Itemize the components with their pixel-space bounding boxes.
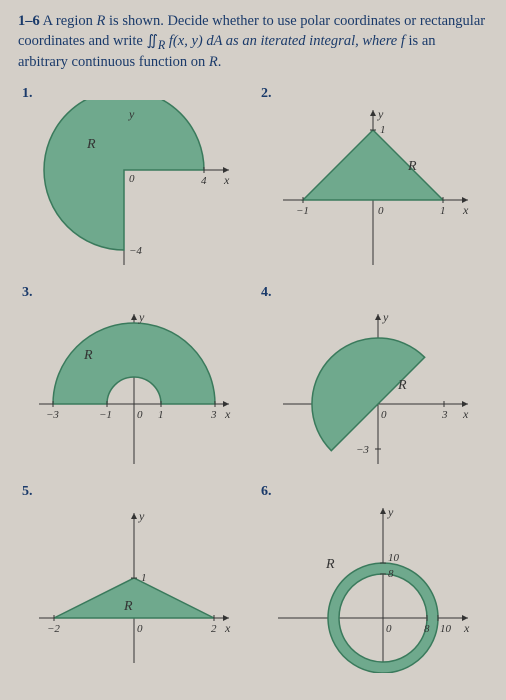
- t5y: 1: [141, 572, 147, 584]
- t6o: 0: [386, 623, 392, 635]
- range: 1–6: [18, 13, 40, 29]
- t6y2: 10: [388, 552, 400, 564]
- R-label-5: R: [123, 599, 133, 614]
- plot-6: R 0 8 10 8 10 x y: [268, 498, 478, 673]
- header-t5: .: [218, 54, 222, 70]
- t5o: 0: [137, 623, 143, 635]
- t6x2: 10: [440, 623, 452, 635]
- page: 1–6 A region R is shown. Decide whether …: [0, 0, 506, 700]
- origin-1: 0: [129, 173, 135, 185]
- pnum-5: 5.: [22, 484, 33, 500]
- header-t1: A region: [43, 13, 97, 29]
- ylabel-5: y: [138, 509, 145, 523]
- t3d: 3: [210, 409, 217, 421]
- problem-header: 1–6 A region R is shown. Decide whether …: [18, 12, 488, 72]
- header-R2: R: [209, 54, 218, 70]
- t6y1: 8: [388, 568, 394, 580]
- t6x1: 8: [424, 623, 430, 635]
- plot-4: R 0 3 −3 x y: [268, 299, 478, 474]
- t3c: 1: [158, 409, 164, 421]
- ylabel-2: y: [377, 107, 384, 121]
- R-label-3: R: [83, 348, 93, 363]
- pnum-3: 3.: [22, 285, 33, 301]
- R-label-1: R: [86, 137, 96, 152]
- t5a: −2: [47, 623, 60, 635]
- xlabel-2: x: [462, 203, 469, 217]
- xlabel-6: x: [463, 621, 470, 635]
- pnum-6: 6.: [261, 484, 272, 500]
- pnum-2: 2.: [261, 86, 272, 102]
- t4o: 0: [381, 409, 387, 421]
- ticky-1: −4: [129, 245, 142, 257]
- xlabel-3: x: [224, 407, 231, 421]
- cell-3: 3. R −3 −1 0 1 3 x y: [18, 281, 249, 474]
- plot-5: R −2 0 2 1 x y: [29, 498, 239, 673]
- plot-3: R −3 −1 0 1 3 x y: [29, 299, 239, 474]
- t3b: −1: [99, 409, 112, 421]
- R-label-2: R: [407, 159, 417, 174]
- xlabel-1: x: [223, 173, 230, 187]
- t3o: 0: [137, 409, 143, 421]
- t3a: −3: [46, 409, 59, 421]
- tickx-1: 4: [201, 175, 207, 187]
- header-t3: f(x, y) dA as an iterated integral, wher…: [165, 33, 401, 49]
- pnum-1: 1.: [22, 86, 33, 102]
- ylabel-4: y: [382, 310, 389, 324]
- ylabel-6: y: [387, 505, 394, 519]
- cell-5: 5. R −2 0 2 1 x y: [18, 480, 249, 673]
- cell-4: 4. R 0 3 −3 x y: [257, 281, 488, 474]
- tickyp-2: 1: [380, 124, 386, 136]
- tickxp-2: 1: [440, 205, 446, 217]
- origin-2: 0: [378, 205, 384, 217]
- plot-grid: 1. R 0 4 −4 x y 2.: [18, 82, 488, 672]
- xlabel-4: x: [462, 407, 469, 421]
- cell-2: 2. R −1 0 1 1 x y: [257, 82, 488, 275]
- ylabel-3: y: [138, 310, 145, 324]
- t5b: 2: [211, 623, 217, 635]
- cell-6: 6. R 0 8 10 8 10 x y: [257, 480, 488, 673]
- plot-2: R −1 0 1 1 x y: [268, 100, 478, 275]
- ylabel-1: y: [128, 107, 135, 121]
- t4x: 3: [441, 409, 448, 421]
- pnum-4: 4.: [261, 285, 272, 301]
- cell-1: 1. R 0 4 −4 x y: [18, 82, 249, 275]
- R-label-4: R: [397, 378, 407, 393]
- t4y: −3: [356, 444, 369, 456]
- R-label-6: R: [325, 557, 335, 572]
- xlabel-5: x: [224, 621, 231, 635]
- plot-1: R 0 4 −4 x y: [29, 100, 239, 275]
- tickxn-2: −1: [296, 205, 309, 217]
